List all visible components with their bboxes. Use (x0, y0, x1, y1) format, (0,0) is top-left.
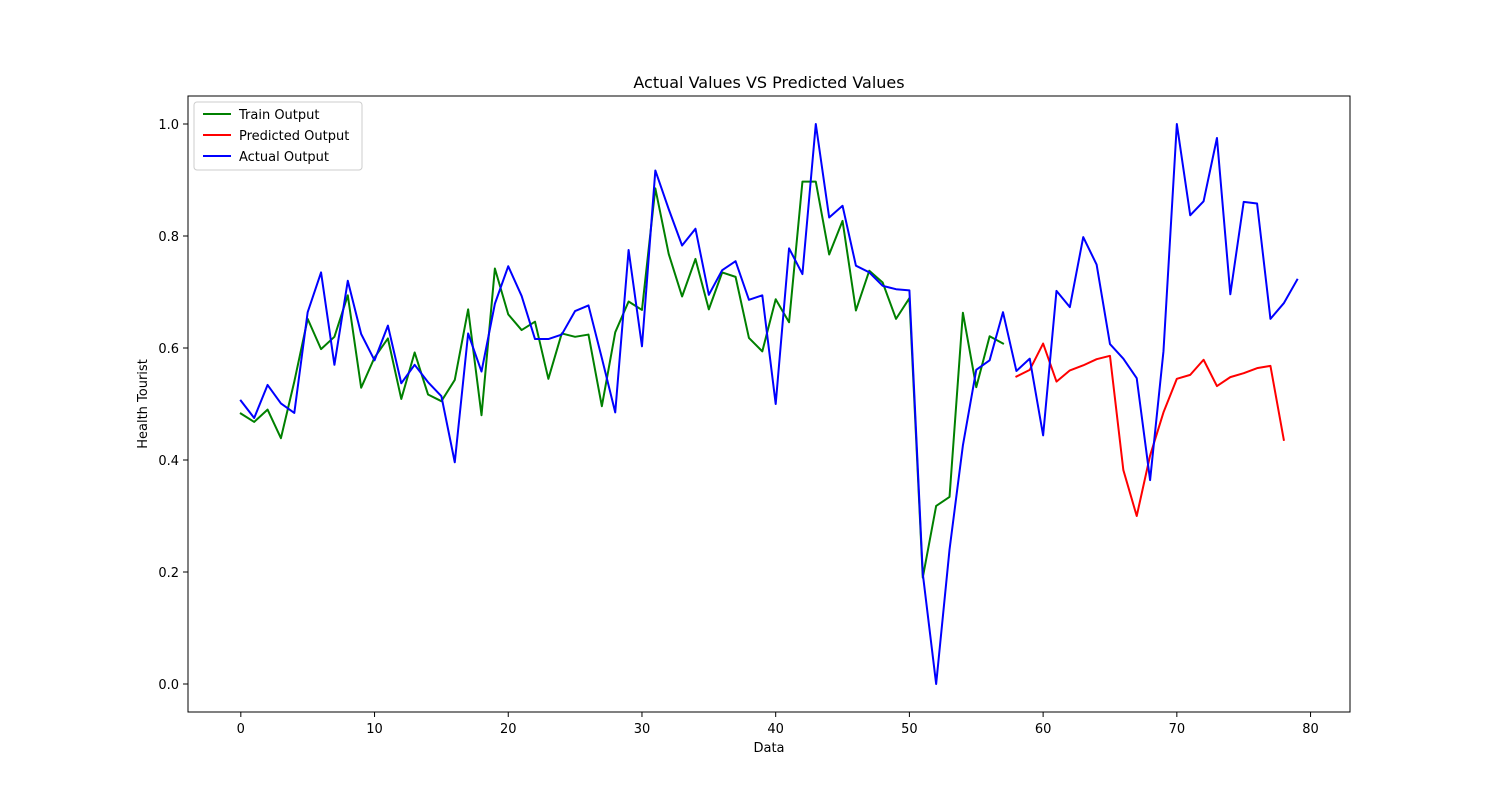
y-axis-ticks: 0.0 0.2 0.4 0.6 0.8 1.0 (158, 118, 188, 693)
series-line-train-output (239, 180, 1005, 579)
x-tick-label: 50 (901, 722, 918, 737)
y-tick-label: 0.2 (158, 566, 179, 581)
legend-label-train-output: Train Output (238, 108, 319, 123)
x-tick-label: 0 (237, 722, 245, 737)
legend-label-predicted-output: Predicted Output (239, 129, 349, 144)
series-line-actual-output (239, 123, 1299, 685)
x-tick-label: 60 (1035, 722, 1052, 737)
x-tick-label: 40 (767, 722, 784, 737)
series-layer (239, 123, 1299, 685)
x-tick-label: 10 (366, 722, 383, 737)
y-tick-label: 0.0 (158, 678, 179, 693)
y-tick-label: 0.4 (158, 454, 179, 469)
x-tick-label: 30 (634, 722, 651, 737)
chart-title: Actual Values VS Predicted Values (633, 73, 904, 92)
x-axis-label: Data (753, 741, 784, 756)
plot-frame (187, 95, 1351, 713)
x-tick-label: 80 (1302, 722, 1319, 737)
plot-area (188, 96, 1350, 712)
legend-box (193, 101, 363, 171)
x-tick-label: 20 (500, 722, 517, 737)
x-tick-label: 70 (1169, 722, 1186, 737)
y-axis-label: Health Tourist (136, 359, 151, 449)
x-axis-ticks: 0 10 20 30 40 50 60 70 80 (237, 712, 1319, 737)
legend-label-actual-output: Actual Output (239, 150, 329, 165)
y-tick-label: 1.0 (158, 118, 179, 133)
legend: Train Output Predicted Output Actual Out… (193, 101, 363, 171)
series-line-predicted-output (1015, 342, 1285, 517)
y-tick-label: 0.8 (158, 230, 179, 245)
y-tick-label: 0.6 (158, 342, 179, 357)
